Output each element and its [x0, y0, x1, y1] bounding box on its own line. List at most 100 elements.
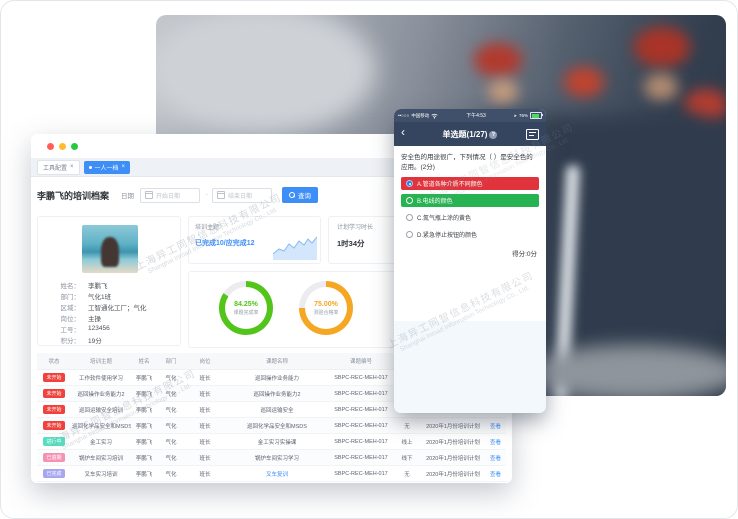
table-cell: 气化: [157, 417, 185, 434]
field-value: 气化1班: [88, 293, 112, 301]
question-text: 安全色的用途很广，下列情况（ ）是安全色的应用。(2分): [401, 154, 533, 172]
table-cell: 班长: [185, 401, 225, 418]
column-header: 部门: [157, 353, 185, 370]
mac-close-button[interactable]: [47, 143, 54, 150]
table-cell: SBPC-REC-MEH-017: [329, 369, 393, 386]
mac-minimize-button[interactable]: [59, 143, 66, 150]
view-link[interactable]: 查看: [489, 423, 501, 430]
phone-status-bar: ••○○○ 中国移动 下午4:53 ➤ 76%: [394, 109, 546, 122]
help-icon[interactable]: ?: [489, 130, 498, 139]
radio-icon: [406, 197, 413, 205]
table-cell: 气化: [157, 401, 185, 418]
table-cell: 无: [393, 465, 421, 482]
quiz-phone-screenshot: ••○○○ 中国移动 下午4:53 ➤ 76% ‹ 单选题(1/27)? 安全色…: [394, 109, 546, 413]
status-badge: 已逾期: [43, 453, 65, 462]
table-cell: 查看: [485, 417, 506, 434]
clock-label: 下午4:53: [466, 113, 486, 119]
table-cell: 巡回操作业务能力2: [71, 385, 131, 402]
status-badge: 未开始: [43, 373, 65, 382]
table-cell: 班长: [185, 433, 225, 450]
table-row: 未开始 巡回化学品安全和MSDS 李鹏飞 气化 班长 巡回化学品安全和MSDS SBPC-R…: [37, 417, 506, 434]
column-header: 培训主题: [71, 353, 131, 370]
field-label: 部门：: [60, 293, 81, 301]
phone-empty-area: [394, 321, 546, 413]
field-label: 工号：: [60, 326, 81, 334]
table-cell: 未开始: [37, 401, 71, 418]
view-link[interactable]: 查看: [489, 439, 501, 446]
option-d[interactable]: D.紧急停止按钮的颜色: [401, 228, 539, 241]
table-cell: 班长: [185, 449, 225, 466]
table-cell: 巡回化学品安全和MSDS: [71, 417, 131, 434]
table-cell: 2020年1月份培训计划: [421, 465, 485, 482]
table-cell: 气化: [157, 449, 185, 466]
search-button-label: 查询: [298, 193, 312, 200]
table-cell: 班长: [185, 465, 225, 482]
trend-sparkline: [273, 236, 317, 260]
table-cell: 2020年1月份培训计划: [421, 449, 485, 466]
avatar: [82, 225, 138, 273]
table-cell: 金工实习实操课: [225, 433, 329, 450]
option-label: C.氮气瓶上涂的黄色: [417, 216, 472, 223]
radio-selected-icon: [406, 180, 413, 188]
table-cell: 2020年1月份培训计划: [421, 417, 485, 434]
table-cell: 线上: [393, 433, 421, 450]
end-date-input[interactable]: 结束日期: [212, 187, 273, 203]
option-a[interactable]: A.管道各种介质不同颜色: [401, 177, 539, 191]
table-row: 进行中 金工实习 李鹏飞 气化 班长 金工实习实操课 SBPC-REC-MEH-017 线上 2…: [37, 433, 506, 450]
question-body: 安全色的用途很广，下列情况（ ）是安全色的应用。(2分) A.管道各种介质不同颜…: [394, 146, 546, 259]
table-cell: SBPC-REC-MEH-017: [329, 385, 393, 402]
table-cell: 气化: [157, 369, 185, 386]
table-cell: 已逾期: [37, 449, 71, 466]
plan-label: 计划学习时长: [337, 225, 374, 231]
tab-close-icon[interactable]: ×: [121, 164, 126, 170]
search-button[interactable]: 查询: [282, 187, 319, 203]
tab-active-dot-icon: [88, 165, 92, 169]
start-date-placeholder: 开始日期: [156, 193, 181, 200]
calendar-icon: [217, 191, 226, 199]
status-badge: 未开始: [43, 405, 65, 414]
tab-label: 一人一档: [94, 165, 119, 172]
donut-value: 84.25%: [234, 300, 258, 308]
option-c[interactable]: C.氮气瓶上涂的黄色: [401, 211, 539, 224]
training-topic-card: 培训主题: 已完成10/应完成12: [188, 216, 321, 264]
field-value: 主操: [88, 315, 101, 323]
table-cell: 李鹏飞: [131, 385, 157, 402]
mac-zoom-button[interactable]: [71, 143, 78, 150]
table-cell: 李鹏飞: [131, 401, 157, 418]
table-cell: SBPC-REC-MEH-017: [329, 449, 393, 466]
view-link[interactable]: 查看: [489, 455, 501, 462]
table-cell: 未开始: [37, 417, 71, 434]
start-date-input[interactable]: 开始日期: [140, 187, 201, 203]
status-badge: 进行中: [43, 437, 65, 446]
search-icon: [289, 192, 296, 198]
table-cell: 工作软件使用学习: [71, 369, 131, 386]
table-cell: 李鹏飞: [131, 449, 157, 466]
field-value: 李鹏飞: [88, 282, 108, 290]
table-cell: 叉车实习培训: [71, 465, 131, 482]
tab-close-icon[interactable]: ×: [70, 164, 74, 170]
column-header: 课题编号: [329, 353, 393, 370]
date-range-separator: -: [206, 192, 209, 198]
option-b[interactable]: B.电线的颜色: [401, 194, 539, 208]
course-link[interactable]: 叉车复训: [265, 471, 288, 478]
wifi-icon: [431, 113, 438, 119]
table-cell: 锅炉车间实习培训: [71, 449, 131, 466]
table-cell: 线下: [393, 449, 421, 466]
column-header: 姓名: [131, 353, 157, 370]
profile-fields: 姓名： 李鹏飞 部门： 气化1班 区域： 工智通化工厂；气化 岗位： 主操 工号： 123…: [48, 279, 176, 345]
tab-one-person-one-file[interactable]: 一人一档 ×: [83, 160, 131, 174]
table-cell: 巡回运输安全培训: [71, 401, 131, 418]
table-cell: 无: [393, 417, 421, 434]
table-row: 已逾期 锅炉车间实习培训 李鹏飞 气化 班长 锅炉车间实习学习 SBPC-REC-MEH-0…: [37, 449, 506, 466]
end-date-placeholder: 结束日期: [228, 193, 253, 200]
table-cell: 查看: [485, 449, 506, 466]
tab-tool-config[interactable]: 工具配置 ×: [37, 159, 80, 175]
table-cell: SBPC-REC-MEH-017: [329, 401, 393, 418]
calendar-icon: [145, 191, 154, 199]
back-arrow-icon[interactable]: ‹: [401, 125, 405, 139]
table-cell: SBPC-REC-MEH-017: [329, 433, 393, 450]
view-link[interactable]: 查看: [489, 471, 501, 478]
answer-sheet-icon[interactable]: [526, 129, 539, 140]
table-cell: SBPC-REC-MEH-017: [329, 465, 393, 482]
radio-icon: [406, 214, 413, 222]
